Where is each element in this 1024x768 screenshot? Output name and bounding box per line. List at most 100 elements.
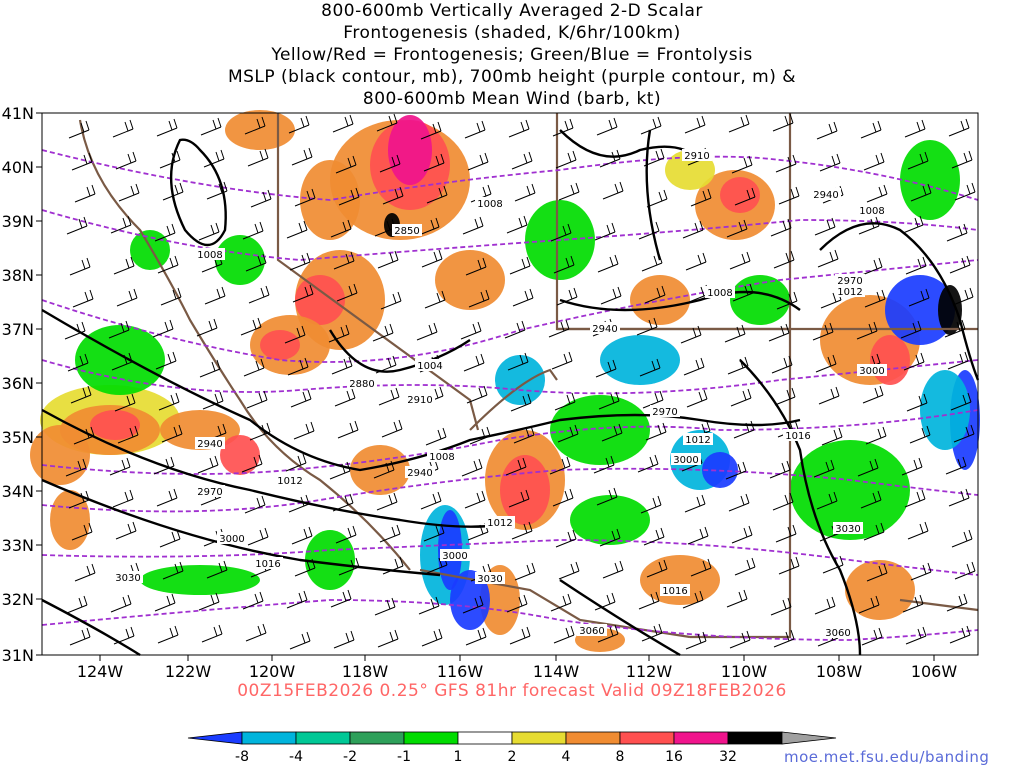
barb-feather (660, 527, 665, 538)
height-label-bg (835, 274, 865, 286)
wind-barb (332, 114, 354, 133)
wind-barb (951, 529, 973, 548)
mslp-label: 1016 (785, 431, 810, 442)
barb-feather (81, 321, 86, 332)
barb-feather (301, 254, 306, 265)
barb-feather (706, 421, 711, 432)
barb-staff (725, 470, 747, 480)
barb-feather (76, 323, 81, 334)
wind-barb (116, 288, 138, 307)
barb-feather (738, 591, 743, 602)
wind-barb (778, 186, 800, 205)
wind-barb (514, 562, 536, 581)
barb-feather (916, 121, 921, 132)
wind-barb (550, 223, 572, 242)
barb-staff (506, 224, 528, 234)
barb-feather (619, 560, 624, 571)
wind-barb (152, 319, 174, 338)
lat-label: 32N (2, 590, 34, 609)
barb-feather (355, 557, 360, 568)
barb-feather (215, 592, 220, 603)
barb-feather (969, 287, 974, 298)
border-line (899, 598, 979, 612)
barb-feather (129, 489, 134, 500)
barb-feather (171, 223, 176, 234)
barb-staff (68, 129, 90, 139)
barb-feather (428, 324, 433, 335)
barb-staff (505, 466, 527, 476)
barb-feather (132, 521, 137, 532)
barb-staff (112, 498, 134, 508)
barb-feather (531, 183, 536, 194)
barb-feather (436, 292, 441, 303)
barb-staff (376, 501, 398, 511)
barb-feather (480, 353, 485, 364)
barb-staff (509, 635, 531, 645)
height-label-bg (195, 485, 225, 497)
barb-feather (394, 629, 399, 640)
barb-feather (695, 359, 700, 370)
barb-feather (347, 527, 352, 538)
barb-feather (124, 121, 129, 132)
barb-staff (595, 368, 617, 378)
barb-feather (609, 626, 614, 637)
barb-staff (642, 399, 664, 409)
barb-staff (159, 159, 181, 169)
title-line-5: 800-600mb Mean Wind (barb, kt) (362, 89, 662, 109)
barb-feather (913, 459, 918, 470)
barb-feather (350, 251, 355, 262)
barb-feather (575, 182, 580, 193)
barb-staff (814, 605, 836, 615)
barb-feather (392, 293, 397, 304)
barb-feather (526, 256, 531, 267)
barb-staff (640, 125, 662, 135)
barb-feather (216, 359, 221, 370)
barb-staff (162, 191, 184, 201)
wind-barb (775, 524, 797, 543)
barb-staff (947, 360, 969, 370)
barb-staff (906, 402, 928, 412)
barb-feather (745, 422, 750, 433)
barb-feather (392, 355, 397, 366)
colorbar-swatch (565, 731, 621, 745)
barb-staff (110, 224, 132, 234)
height-label: 2940 (197, 439, 222, 450)
barb-feather (920, 290, 925, 301)
colorbar-label: 1 (454, 749, 463, 765)
lon-label: 118W (342, 662, 389, 681)
barb-staff (287, 366, 309, 376)
barb-staff (240, 326, 262, 336)
barb-staff (731, 164, 753, 174)
barb-feather (882, 426, 887, 437)
barb-feather (608, 489, 613, 500)
barb-staff (333, 639, 355, 649)
barb-staff (507, 361, 529, 371)
wind-barb (247, 527, 269, 546)
barb-feather (214, 455, 219, 466)
wind-barb (466, 385, 488, 404)
wind-barb (293, 421, 315, 440)
barb-feather (659, 390, 664, 401)
barb-staff (292, 293, 314, 303)
barb-feather (520, 121, 525, 132)
shade-black (938, 285, 962, 335)
barb-feather (346, 390, 351, 401)
barb-feather (253, 456, 258, 467)
barb-feather (430, 219, 435, 230)
wind-barb (377, 629, 399, 648)
wind-barb (250, 189, 272, 208)
colorbar-swatch (727, 731, 783, 745)
shade-orange (435, 250, 505, 310)
wind-barb (643, 148, 665, 167)
barb-feather (616, 149, 621, 160)
barb-feather (742, 461, 747, 472)
barb-feather (525, 489, 530, 500)
barb-staff (508, 498, 530, 508)
barb-staff (552, 497, 574, 507)
barb-feather (875, 524, 880, 535)
barb-staff (813, 468, 835, 478)
wind-barb (863, 522, 885, 541)
barb-feather (439, 386, 444, 397)
barb-staff (335, 164, 357, 174)
wind-barb (822, 555, 844, 574)
